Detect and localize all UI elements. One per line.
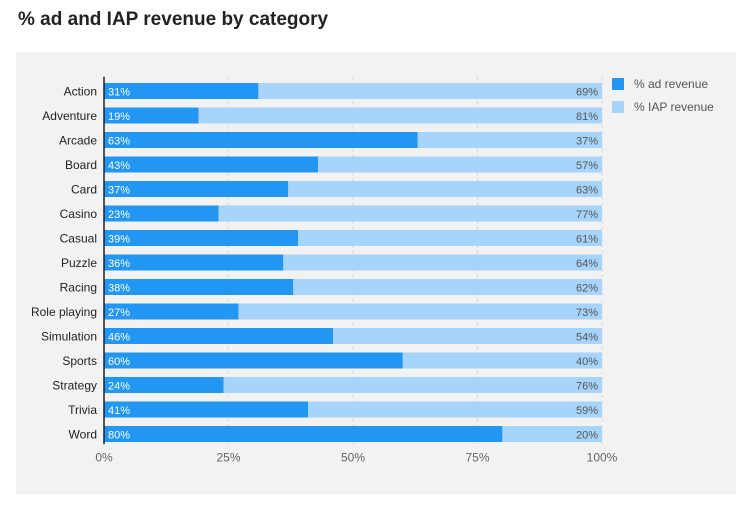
category-label: Casino xyxy=(60,207,98,221)
category-label: Word xyxy=(69,428,97,442)
bar-iap-revenue xyxy=(298,230,602,246)
legend-label-ad-revenue: % ad revenue xyxy=(634,76,709,91)
data-label-iap-revenue: 54% xyxy=(576,332,598,344)
data-label-ad-revenue: 36% xyxy=(108,258,130,270)
data-label-ad-revenue: 60% xyxy=(108,356,130,368)
x-tick-label: 75% xyxy=(465,450,489,464)
legend: % ad revenue % IAP revenue xyxy=(612,72,714,118)
bar-iap-revenue xyxy=(258,83,602,99)
bar-iap-revenue xyxy=(293,279,602,295)
category-label: Puzzle xyxy=(61,256,97,270)
bar-iap-revenue xyxy=(402,352,602,369)
bar-iap-revenue xyxy=(502,426,602,442)
bar-ad-revenue xyxy=(104,181,289,197)
data-label-iap-revenue: 63% xyxy=(576,185,598,197)
legend-label-iap-revenue: % IAP revenue xyxy=(634,99,714,114)
category-label: Racing xyxy=(60,281,97,295)
data-label-iap-revenue: 20% xyxy=(576,430,598,442)
stacked-bar-chart: 0% 25% 50% 75% 100% Action 31% 69% Adventure 19% 8… xyxy=(31,76,618,464)
legend-swatch-ad-revenue xyxy=(612,77,624,90)
category-label: Arcade xyxy=(59,134,97,148)
bar-iap-revenue xyxy=(333,328,602,344)
data-label-ad-revenue: 43% xyxy=(108,160,130,172)
data-label-ad-revenue: 31% xyxy=(108,87,130,99)
bar-ad-revenue xyxy=(104,132,418,148)
data-label-iap-revenue: 40% xyxy=(576,356,598,368)
data-label-iap-revenue: 73% xyxy=(576,307,598,319)
data-label-iap-revenue: 37% xyxy=(576,136,598,148)
data-label-iap-revenue: 69% xyxy=(576,87,598,99)
bar-ad-revenue xyxy=(104,254,284,271)
category-label: Strategy xyxy=(52,379,97,393)
data-label-ad-revenue: 39% xyxy=(108,234,130,246)
data-label-ad-revenue: 46% xyxy=(108,332,130,344)
data-label-ad-revenue: 80% xyxy=(108,430,130,442)
bar-ad-revenue xyxy=(104,279,294,295)
bar-iap-revenue xyxy=(218,205,603,222)
bar-ad-revenue xyxy=(104,352,403,369)
bar-ad-revenue xyxy=(104,156,319,173)
bar-ad-revenue xyxy=(104,328,334,344)
x-tick-label: 25% xyxy=(216,450,240,464)
bar-ad-revenue xyxy=(104,303,239,320)
data-label-iap-revenue: 77% xyxy=(576,209,598,221)
data-label-ad-revenue: 38% xyxy=(108,283,130,295)
data-label-ad-revenue: 63% xyxy=(108,136,130,148)
bar-ad-revenue xyxy=(104,107,199,124)
data-label-iap-revenue: 57% xyxy=(576,160,598,172)
data-label-ad-revenue: 24% xyxy=(108,381,130,393)
data-label-iap-revenue: 64% xyxy=(576,258,598,270)
bar-ad-revenue xyxy=(104,377,224,393)
bar-ad-revenue xyxy=(104,401,309,418)
page-title: % ad and IAP revenue by category xyxy=(18,9,329,30)
bar-iap-revenue xyxy=(308,401,602,418)
bar-ad-revenue xyxy=(104,230,299,246)
data-label-ad-revenue: 23% xyxy=(108,209,130,221)
legend-item-iap-revenue[interactable]: % IAP revenue xyxy=(612,95,714,118)
category-label: Adventure xyxy=(42,109,97,123)
bar-iap-revenue xyxy=(288,181,602,197)
data-label-iap-revenue: 81% xyxy=(576,111,598,123)
legend-item-ad-revenue[interactable]: % ad revenue xyxy=(612,72,714,95)
bar-iap-revenue xyxy=(223,377,602,393)
category-label: Casual xyxy=(60,232,97,246)
data-label-ad-revenue: 19% xyxy=(108,111,130,123)
category-label: Board xyxy=(65,158,97,172)
data-label-ad-revenue: 27% xyxy=(108,307,130,319)
category-label: Action xyxy=(64,85,97,99)
category-label: Sports xyxy=(62,354,97,368)
bar-ad-revenue xyxy=(104,426,503,442)
data-label-iap-revenue: 61% xyxy=(576,234,598,246)
bar-iap-revenue xyxy=(318,156,602,173)
category-label: Trivia xyxy=(68,403,97,417)
category-label: Role playing xyxy=(31,305,97,319)
chart-panel: 0% 25% 50% 75% 100% Action 31% 69% Adventure 19% 8… xyxy=(16,52,736,494)
data-label-iap-revenue: 59% xyxy=(576,405,598,417)
data-label-iap-revenue: 76% xyxy=(576,381,598,393)
category-label: Simulation xyxy=(41,330,97,344)
category-label: Card xyxy=(71,183,97,197)
legend-swatch-iap-revenue xyxy=(612,100,624,113)
x-tick-label: 50% xyxy=(341,450,365,464)
bar-iap-revenue xyxy=(417,132,602,148)
data-label-ad-revenue: 41% xyxy=(108,405,130,417)
x-tick-label: 100% xyxy=(587,450,618,464)
bar-iap-revenue xyxy=(198,107,602,124)
bar-ad-revenue xyxy=(104,205,219,222)
bar-iap-revenue xyxy=(283,254,602,271)
x-tick-label: 0% xyxy=(95,450,113,464)
bar-iap-revenue xyxy=(238,303,602,320)
data-label-ad-revenue: 37% xyxy=(108,185,130,197)
data-label-iap-revenue: 62% xyxy=(576,283,598,295)
bar-ad-revenue xyxy=(104,83,259,99)
